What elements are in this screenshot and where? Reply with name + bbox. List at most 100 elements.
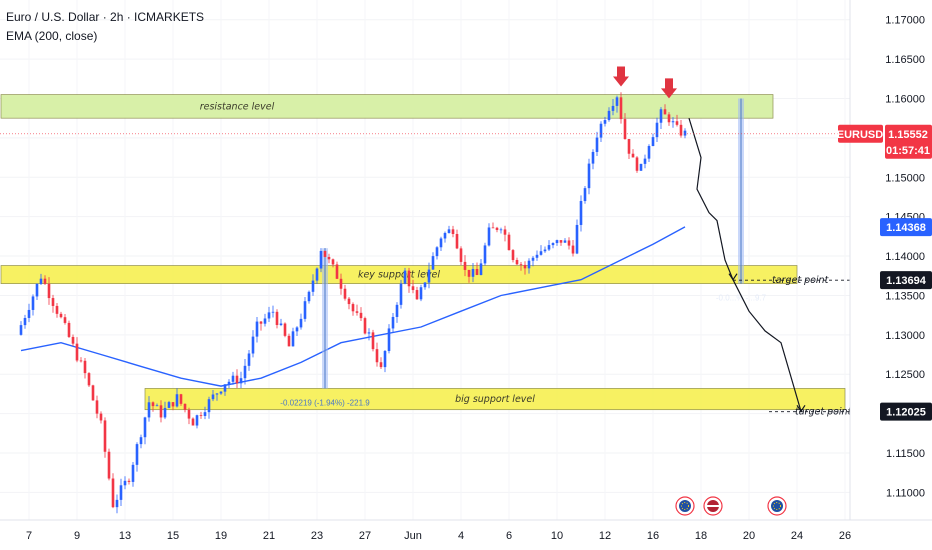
candle-body <box>119 485 123 500</box>
candle-body <box>607 110 611 121</box>
y-tick-label: 1.11000 <box>886 487 925 499</box>
candle-body <box>555 240 559 244</box>
target-price-label: 1.12025 <box>886 407 926 419</box>
candle-body <box>275 311 279 326</box>
down-arrow-marker <box>661 78 677 99</box>
candle-body <box>363 318 367 334</box>
candle-body <box>135 444 139 465</box>
candle-body <box>631 153 635 158</box>
candle-body <box>179 394 183 404</box>
projection-arrowhead <box>728 273 738 281</box>
candle-body <box>643 158 647 164</box>
x-tick-label: 24 <box>791 530 803 542</box>
candle-body <box>39 278 43 284</box>
x-tick-label: 23 <box>311 530 323 542</box>
ema-line <box>20 226 686 387</box>
candle-body <box>531 257 535 261</box>
measure-label: -0.02219 (-1.94%) -221.9 <box>280 398 370 407</box>
candle-body <box>583 188 587 202</box>
candle-body <box>55 305 59 314</box>
candle-body <box>243 365 247 379</box>
candle-body <box>515 259 519 265</box>
y-tick-label: 1.16000 <box>885 93 925 105</box>
candle-body <box>43 278 47 284</box>
candle-body <box>471 268 475 277</box>
candle-body <box>159 405 163 418</box>
candle-body <box>355 311 359 313</box>
candle-body <box>667 114 671 123</box>
candle-body <box>447 229 451 233</box>
candle-body <box>623 119 627 140</box>
candle-body <box>591 151 595 164</box>
y-tick-label: 1.12500 <box>885 369 925 381</box>
candle-body <box>267 312 271 319</box>
candle-body <box>195 415 199 426</box>
candle-body <box>375 349 379 363</box>
indicator-label: EMA (200, close) <box>6 29 98 43</box>
candle-body <box>335 264 339 279</box>
candle-body <box>499 229 503 231</box>
measurements: -0.02219 (-1.94%) -221.9 -0.0...% -...9.7 <box>280 98 767 407</box>
x-tick-label: 21 <box>263 530 275 542</box>
candle-body <box>671 121 675 123</box>
candle-body <box>71 336 75 344</box>
ema200-line <box>20 226 686 387</box>
y-tick-label: 1.17000 <box>885 15 925 27</box>
candle-body <box>351 304 355 312</box>
candle-body <box>27 309 31 318</box>
candle-body <box>587 163 591 189</box>
symbol-tag <box>838 124 883 143</box>
candle-body <box>291 331 295 347</box>
candle-body <box>347 298 351 305</box>
candle-body <box>407 270 411 287</box>
candle-body <box>219 391 223 394</box>
candle-body <box>615 97 619 106</box>
x-tick-label: 9 <box>74 530 80 542</box>
eu-flag-stars <box>773 502 781 510</box>
down-arrow-marker <box>613 66 629 87</box>
candle-body <box>67 322 71 337</box>
candle-body <box>567 240 571 246</box>
candle-body <box>423 282 427 288</box>
candle-body <box>115 499 119 508</box>
candle-body <box>431 256 435 270</box>
key-support-label: key support level <box>358 270 440 281</box>
candle-body <box>579 201 583 225</box>
candle-body <box>479 263 483 275</box>
candle-body <box>167 402 171 408</box>
candle-body <box>395 304 399 317</box>
candle-body <box>23 317 27 326</box>
candle-body <box>619 97 623 120</box>
candle-body <box>231 375 235 382</box>
candle-body <box>527 260 531 269</box>
candle-body <box>183 403 187 410</box>
arrow-markers <box>613 66 677 99</box>
candle-body <box>203 412 207 416</box>
candle-body <box>283 323 287 336</box>
candle-body <box>467 269 471 277</box>
candle-body <box>507 234 511 251</box>
target-lines: target point target point <box>0 133 853 418</box>
target-point-label: target point <box>795 407 853 418</box>
candle-body <box>151 402 155 407</box>
candle-body <box>391 316 395 329</box>
candle-body <box>547 245 551 250</box>
candle-body <box>543 249 547 252</box>
candle-body <box>459 248 463 262</box>
candle-body <box>523 264 527 269</box>
x-axis: 7 9 13 15 19 21 23 27 Jun 4 6 10 12 16 18 20 24 26 <box>0 519 932 542</box>
candle-body <box>647 146 651 159</box>
candle-body <box>303 301 307 319</box>
candle-body <box>211 394 215 400</box>
candle-body <box>103 420 107 452</box>
candle-body <box>323 250 327 257</box>
candles <box>19 92 687 514</box>
candle-body <box>575 224 579 254</box>
current-price-tag <box>885 124 932 159</box>
candle-body <box>143 417 147 438</box>
candle-body <box>403 270 407 284</box>
x-tick-label: 4 <box>458 530 464 542</box>
candle-body <box>63 317 67 323</box>
candle-body <box>427 269 431 283</box>
